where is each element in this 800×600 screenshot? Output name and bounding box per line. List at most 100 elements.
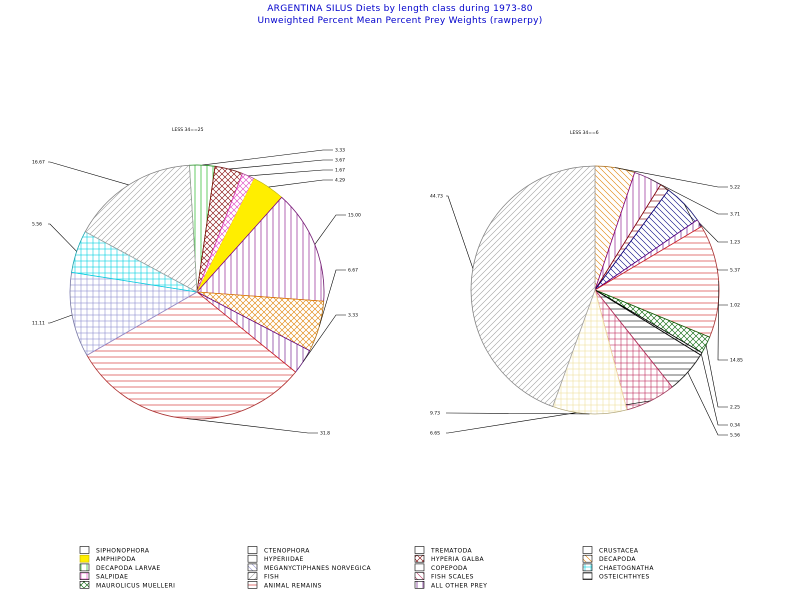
legend-swatch (79, 563, 90, 572)
legend-swatch (79, 580, 90, 589)
legend-swatch (247, 572, 258, 580)
slice-label: 5.37 (730, 268, 740, 274)
legend-item: AMPHIPODA (79, 554, 136, 563)
slice-label: 0.34 (730, 423, 740, 429)
legend-swatch (414, 563, 425, 572)
slice-label: 3.71 (730, 212, 740, 218)
legend-swatch (582, 546, 593, 554)
slice-label: 6.6S (430, 431, 440, 437)
slice-label: 5.56 (730, 433, 740, 439)
legend-label: DECAPODA (599, 556, 636, 563)
leader-line (701, 353, 728, 426)
pie-title: LESS 34==6 (570, 130, 599, 136)
pie-chart-1: LESS 34==25 3.33 3.67 1.67 4.29 15.00 6.67 3.33… (32, 127, 361, 437)
legend-item: MAUROLICUS MUELLERI (79, 580, 175, 589)
legend-item: HYPERIIDAE (247, 554, 303, 563)
pie-chart-2: LESS 34==6 5.22 3.71 1.23 5.37 1.02 14.85 2.25 0… (430, 130, 743, 439)
legend-item: CHAETOGNATHA (582, 563, 654, 572)
legend-item: FISH (247, 572, 279, 581)
leader-line (48, 223, 77, 252)
legend-label: CTENOPHORA (264, 548, 310, 555)
legend-label: FISH SCALES (431, 574, 474, 581)
slice-label: 3.33 (348, 313, 358, 319)
legend-label: ANIMAL REMAINS (264, 582, 322, 589)
legend-swatch (247, 546, 258, 554)
legend-item: CRUSTACEA (582, 546, 639, 555)
legend-swatch (414, 580, 425, 589)
leader-line (186, 418, 318, 434)
slice-label: 31.8 (320, 431, 330, 437)
legend-swatch (247, 563, 258, 572)
legend-item: MEGANYCTIPHANES NORVEGICA (247, 563, 372, 572)
legend-swatch (582, 572, 593, 580)
legend-item: SIPHONOPHORA (79, 546, 150, 555)
legend-label: SALPIDAE (96, 574, 128, 581)
legend-swatch (582, 563, 593, 572)
slice-label: 16.67 (32, 160, 45, 166)
legend-label: MEGANYCTIPHANES NORVEGICA (264, 565, 372, 572)
leader-line (705, 345, 728, 408)
legend-label: COPEPODA (431, 565, 468, 572)
slice-label: 5.56 (32, 222, 42, 228)
legend-swatch (247, 554, 258, 563)
legend-item: FISH SCALES (414, 572, 474, 581)
legend-item: HYPERIA GALBA (414, 554, 485, 563)
legend-item: OSTEICHTHYES (582, 572, 650, 581)
leader-line (687, 372, 728, 436)
leader-line (615, 167, 728, 188)
legend-item: COPEPODA (414, 563, 468, 572)
slice-label: 2.25 (730, 405, 740, 411)
leader-line (717, 280, 728, 361)
legend-label: ALL OTHER PREY (431, 582, 487, 589)
leader-line (248, 169, 333, 177)
leader-line (228, 159, 333, 170)
slice-label: 3.33 (335, 148, 345, 154)
leader-line (48, 314, 73, 324)
legend-swatch (414, 572, 425, 580)
legend-swatch (414, 546, 425, 554)
legend-label: CHAETOGNATHA (599, 565, 654, 572)
leader-line (314, 214, 346, 245)
legend: SIPHONOPHORA CTENOPHORA TREMATODA CRUSTACEA… (79, 546, 654, 589)
leader-line (302, 314, 346, 362)
slice-label: 44.73 (430, 194, 443, 200)
pie-title: LESS 34==25 (172, 127, 204, 133)
legend-item: DECAPODA (582, 554, 636, 563)
slice-label: 15.00 (348, 213, 361, 219)
slice-label: 1.23 (730, 240, 740, 246)
legend-label: HYPERIA GALBA (431, 556, 485, 563)
legend-swatch (582, 554, 593, 563)
legend-item: ANIMAL REMAINS (247, 580, 322, 589)
legend-item: CTENOPHORA (247, 546, 310, 555)
legend-label: SIPHONOPHORA (96, 548, 150, 555)
legend-label: MAUROLICUS MUELLERI (96, 582, 175, 589)
legend-label: OSTEICHTHYES (599, 574, 650, 581)
legend-swatch (414, 554, 425, 563)
legend-item: TREMATODA (414, 546, 473, 555)
legend-label: FISH (264, 574, 279, 581)
leader-line (647, 177, 728, 215)
slice-label: 14.85 (730, 358, 743, 364)
leader-line (268, 179, 333, 188)
legend-swatch (79, 572, 90, 580)
slice-label: 1.67 (335, 168, 345, 174)
leader-line (446, 412, 590, 415)
chart-subtitle: Unweighted Percent Mean Percent Prey Wei… (257, 16, 543, 26)
legend-swatch (79, 546, 90, 554)
slice-label: 9.73 (430, 411, 440, 417)
legend-label: DECAPODA LARVAE (96, 565, 161, 572)
legend-swatch (247, 580, 258, 589)
legend-label: TREMATODA (430, 548, 473, 555)
slice-label: 3.67 (335, 158, 345, 164)
legend-item: DECAPODA LARVAE (79, 563, 161, 572)
legend-label: CRUSTACEA (599, 548, 639, 555)
slice-label: 1.02 (730, 303, 740, 309)
leader-line (48, 161, 129, 186)
legend-label: AMPHIPODA (96, 556, 136, 563)
leader-line (202, 149, 333, 166)
slice-label: 5.22 (730, 185, 740, 191)
legend-item: SALPIDAE (79, 572, 128, 581)
legend-item: ALL OTHER PREY (414, 580, 487, 589)
legend-swatch (79, 554, 90, 563)
slice-label: 4.29 (335, 178, 345, 184)
